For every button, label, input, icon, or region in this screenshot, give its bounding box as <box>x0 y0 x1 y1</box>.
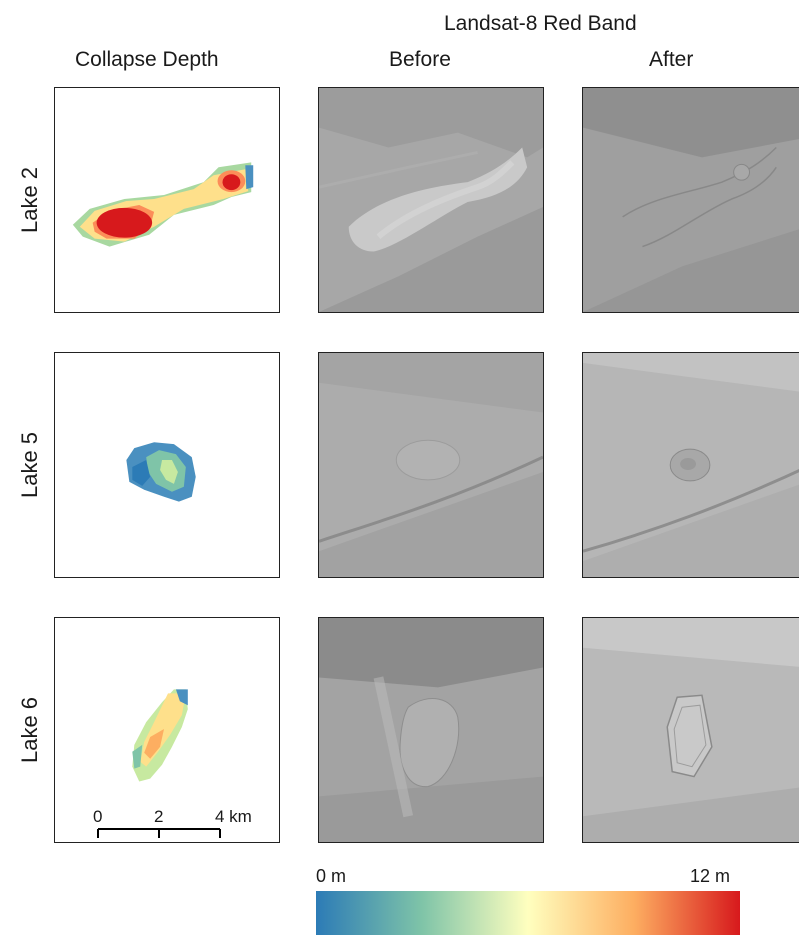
column-header-after: After <box>649 48 694 71</box>
lake-5-after-image <box>582 352 799 578</box>
row-label-lake-2: Lake 2 <box>17 166 42 234</box>
lake-6-collapse-depth-map <box>54 617 280 843</box>
column-header-before: Before <box>389 48 451 71</box>
lake-5-collapse-depth-map <box>54 352 280 578</box>
scale-tick-0: 0 <box>93 807 103 826</box>
row-label-lake-6: Lake 6 <box>17 696 42 764</box>
landsat-group-title: Landsat-8 Red Band <box>444 12 637 35</box>
lake-5-before-image <box>318 352 544 578</box>
lake-2-after-image <box>582 87 799 313</box>
lake-6-before-image <box>318 617 544 843</box>
scale-tick-4-km: 4 km <box>215 807 252 826</box>
scale-tick-2: 2 <box>154 807 164 826</box>
lake-6-after-image <box>582 617 799 843</box>
row-label-lake-5: Lake 5 <box>17 431 42 499</box>
lake-2-before-image <box>318 87 544 313</box>
scale-bar: 0 2 4 km <box>90 808 270 848</box>
colorbar-min-label: 0 m <box>316 866 347 886</box>
column-header-collapse-depth: Collapse Depth <box>75 48 219 71</box>
depth-colorbar <box>316 891 740 935</box>
scale-bar-line <box>97 828 221 838</box>
lake-2-collapse-depth-map <box>54 87 280 313</box>
colorbar-max-label: 12 m <box>690 866 731 886</box>
